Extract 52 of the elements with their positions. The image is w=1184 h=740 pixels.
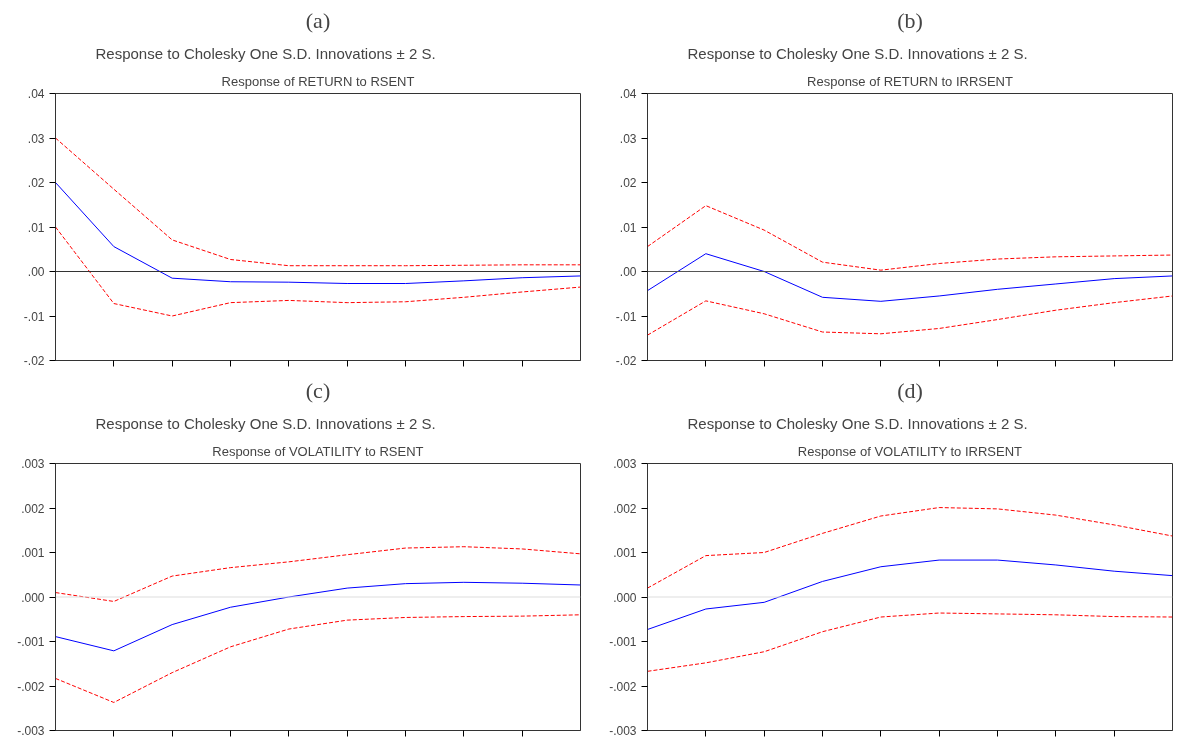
line-series xyxy=(647,253,1173,302)
chart-subtitle: Response of VOLATILITY to IRRSENT xyxy=(797,443,1023,459)
y-tick-label: .04 xyxy=(27,87,45,101)
y-tick-label: .03 xyxy=(619,131,637,146)
chart-title: Response to Cholesky One S.D. Innovations ± 2 S. xyxy=(95,44,436,62)
line-series xyxy=(647,612,1173,672)
line-series xyxy=(55,546,581,602)
chart-title: Response to Cholesky One S.D. Innovations ± 2 S. xyxy=(95,414,436,432)
y-tick-label: .003 xyxy=(613,457,637,471)
y-tick-label: .000 xyxy=(613,590,637,605)
y-tick-label: .00 xyxy=(27,265,45,279)
y-tick-label: -.02 xyxy=(23,354,45,368)
line-series xyxy=(647,559,1173,630)
y-tick-label: .001 xyxy=(613,546,637,560)
y-tick-label: .00 xyxy=(619,265,637,279)
y-tick-label: .002 xyxy=(21,501,45,516)
chart-subtitle: Response of RETURN to RSENT xyxy=(221,73,415,89)
y-tick-label: .001 xyxy=(21,546,45,560)
line-series xyxy=(55,614,581,703)
y-tick-label: .003 xyxy=(21,457,45,471)
y-tick-label: .01 xyxy=(27,220,45,235)
y-tick-label: -.001 xyxy=(609,635,637,649)
y-tick-label: -.002 xyxy=(609,679,637,694)
y-tick-label: .03 xyxy=(27,131,45,146)
line-series xyxy=(55,137,581,267)
y-tick-label: -.01 xyxy=(615,309,637,324)
line-series xyxy=(55,581,581,652)
y-tick-label: .04 xyxy=(619,87,637,101)
y-tick-label: .02 xyxy=(27,176,45,190)
y-tick-label: .000 xyxy=(21,590,45,605)
chart-title: Response to Cholesky One S.D. Innovations ± 2 S. xyxy=(687,414,1028,432)
text: (b) xyxy=(897,7,923,33)
text: (d) xyxy=(897,377,923,403)
line-series xyxy=(647,507,1173,589)
chart-title: Response to Cholesky One S.D. Innovations ± 2 S. xyxy=(687,44,1028,62)
y-tick-label: -.01 xyxy=(23,309,45,324)
y-tick-label: .01 xyxy=(619,220,637,235)
line-series xyxy=(55,226,581,317)
line-series xyxy=(647,295,1173,336)
text: (c) xyxy=(305,377,331,403)
line-series xyxy=(55,182,581,285)
y-tick-label: -.002 xyxy=(17,679,45,694)
y-tick-label: .02 xyxy=(619,176,637,190)
chart-subtitle: Response of RETURN to IRRSENT xyxy=(807,73,1014,89)
y-tick-label: -.001 xyxy=(17,635,45,649)
y-tick-label: -.02 xyxy=(615,354,637,368)
y-tick-label: .002 xyxy=(613,501,637,516)
y-tick-label: -.003 xyxy=(17,724,45,738)
text: (a) xyxy=(305,7,331,33)
chart-subtitle: Response of VOLATILITY to RSENT xyxy=(212,443,424,459)
y-tick-label: -.003 xyxy=(609,724,637,738)
line-series xyxy=(647,205,1173,271)
